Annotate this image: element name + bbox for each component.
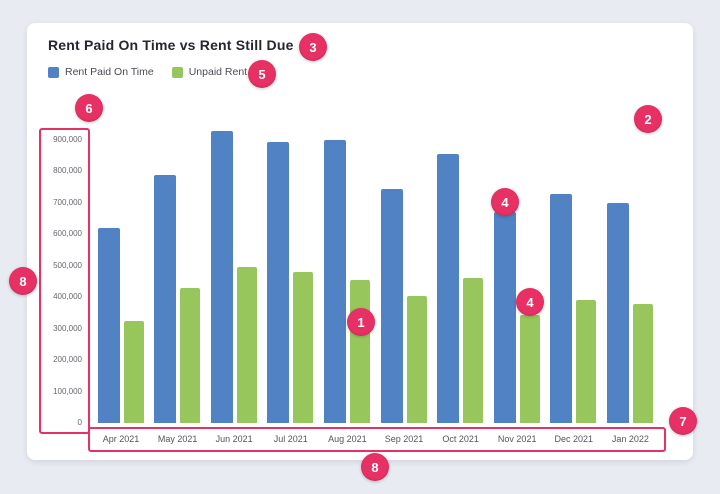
legend-swatch-green-icon [171,66,183,78]
legend-swatch-blue-icon [48,66,59,78]
x-axis-annotation-box [88,427,666,452]
chart-legend: Rent Paid On Time Unpaid Rent [48,66,247,78]
legend-item-unpaid[interactable]: Unpaid Rent [171,66,248,78]
legend-label-unpaid: Unpaid Rent [188,66,248,78]
chart-title: Rent Paid On Time vs Rent Still Due [48,37,294,53]
legend-label-rent-paid: Rent Paid On Time [65,66,154,78]
chart-card [27,23,693,460]
y-axis-annotation-box [39,128,90,434]
legend-item-rent-paid[interactable]: Rent Paid On Time [48,66,154,78]
